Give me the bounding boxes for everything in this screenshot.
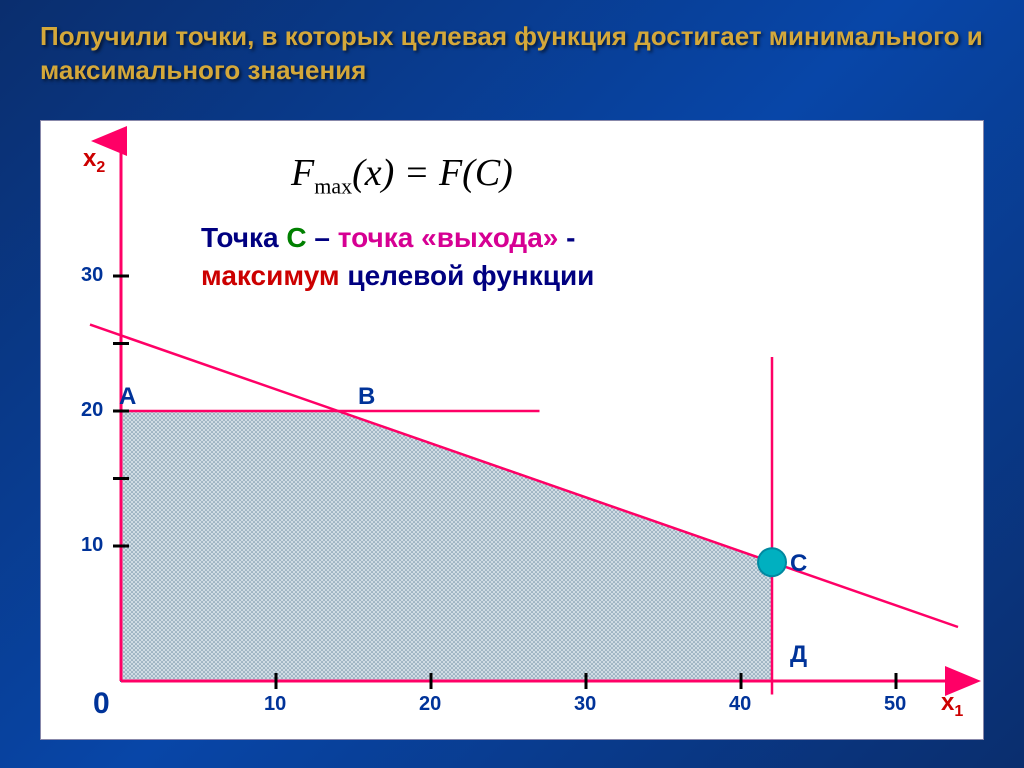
slide-title: Получили точки, в которых целевая функци… bbox=[0, 0, 1024, 98]
point-label-B: B bbox=[358, 383, 375, 411]
x-tick-label: 10 bbox=[264, 693, 286, 716]
x-tick-label: 40 bbox=[729, 693, 751, 716]
x-tick-label: 50 bbox=[884, 693, 906, 716]
x-tick-label: 20 bbox=[419, 693, 441, 716]
chart-panel: Fmax(x) = F(C) Точка С – точка «выхода» … bbox=[40, 120, 984, 740]
y-tick-label: 10 bbox=[81, 534, 103, 557]
point-label-A: A bbox=[119, 383, 136, 411]
x-axis-label: x1 bbox=[941, 689, 963, 721]
y-tick-label: 20 bbox=[81, 399, 103, 422]
point-label-Д: Д bbox=[790, 641, 807, 669]
feasible-region bbox=[121, 411, 772, 681]
origin-label: 0 bbox=[93, 687, 110, 721]
title-text: Получили точки, в которых целевая функци… bbox=[40, 21, 983, 85]
y-tick-label: 30 bbox=[81, 264, 103, 287]
x-tick-label: 30 bbox=[574, 693, 596, 716]
plot-svg bbox=[41, 121, 985, 741]
point-marker-C bbox=[758, 548, 786, 576]
y-axis-label: x2 bbox=[83, 145, 105, 177]
point-label-C: C bbox=[790, 550, 807, 578]
